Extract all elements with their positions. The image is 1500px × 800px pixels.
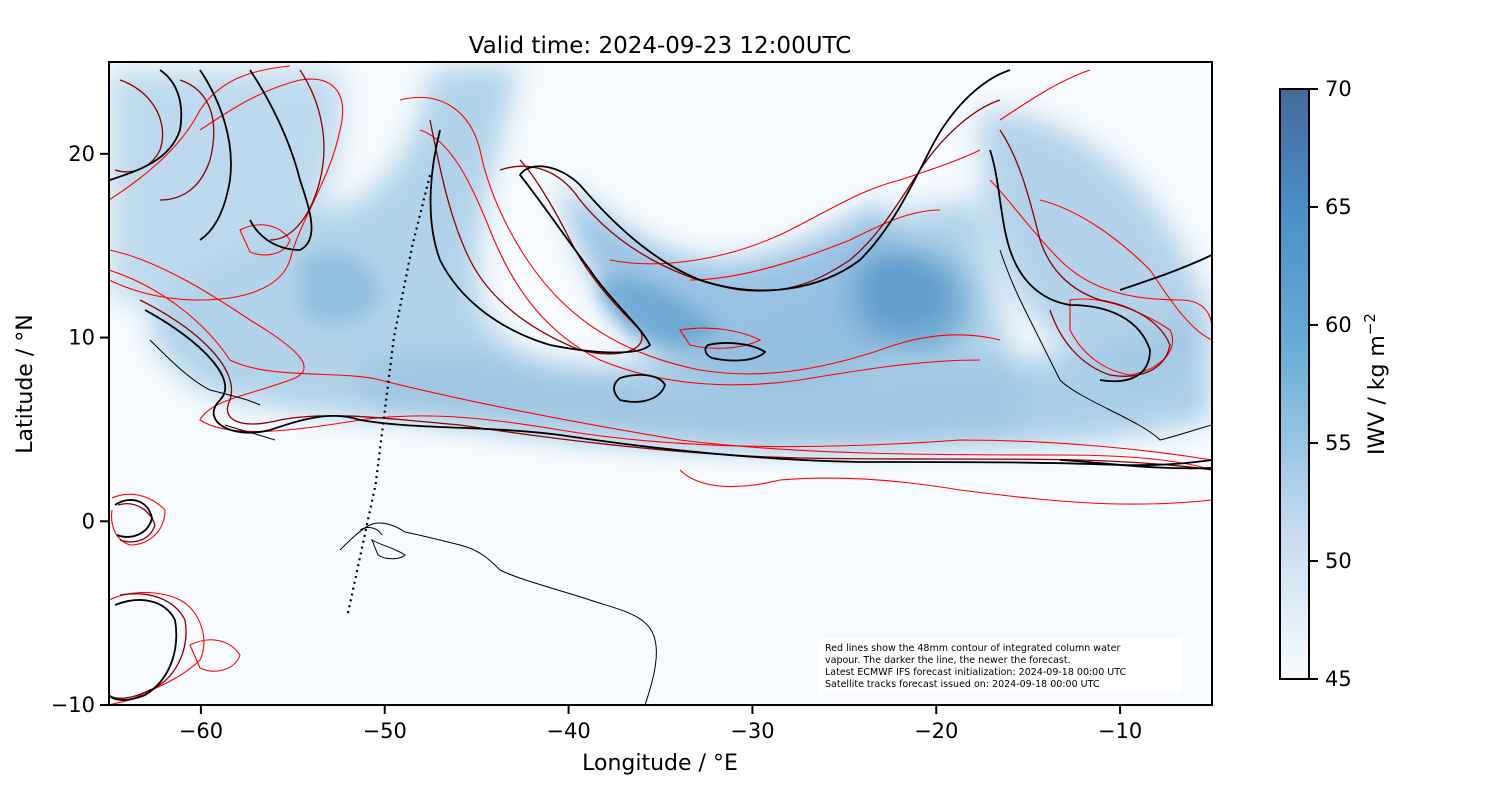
y-tick-label: 20 — [68, 142, 95, 166]
contour-darkred-8 — [117, 503, 156, 543]
contour-black-6 — [1119, 254, 1212, 291]
y-tick-label: 10 — [68, 326, 95, 350]
annotation-background — [819, 638, 1183, 694]
contours-mid-forecast — [109, 69, 1212, 699]
contour-red-2 — [109, 269, 1212, 471]
iwv-blob-band — [360, 300, 1210, 455]
x-tick-label: −50 — [363, 719, 407, 743]
contour-black-8 — [704, 342, 767, 362]
annotation-line-3: Latest ECMWF IFS forecast initialization… — [825, 667, 1126, 678]
contour-black-4 — [249, 69, 313, 251]
colorbar: 45 50 55 60 65 70 IWV / kg m−2 — [1279, 77, 1390, 691]
contour-darkred-4 — [114, 79, 215, 201]
contour-red-13 — [189, 639, 241, 672]
contour-red-11 — [1039, 199, 1212, 341]
colorbar-tick-label: 60 — [1325, 313, 1352, 337]
contour-red-6 — [609, 149, 981, 265]
colorbar-tick-label: 55 — [1325, 431, 1352, 455]
x-axis-label: Longitude / °E — [582, 751, 738, 776]
map-title: Valid time: 2024-09-23 12:00UTC — [469, 33, 852, 59]
y-axis-ticks: −10 0 10 20 — [51, 142, 109, 717]
contour-darkred-2 — [429, 119, 643, 355]
contour-black-9 — [109, 599, 178, 701]
colorbar-scale — [1279, 88, 1310, 680]
annotation-line-2: vapour. The darker the line, the newer t… — [825, 655, 1071, 666]
contour-red-9 — [679, 327, 762, 349]
contour-darkred-6 — [999, 129, 1171, 377]
contour-darkred-5 — [269, 69, 325, 241]
colorbar-label: IWV / kg m−2 — [1361, 313, 1390, 455]
colorbar-tick-label: 50 — [1325, 549, 1352, 573]
contour-red-14 — [111, 493, 166, 546]
contour-red-3 — [109, 65, 344, 301]
contour-black-11 — [1059, 459, 1212, 470]
map-plot-area: Red lines show the 48mm contour of integ… — [109, 62, 1212, 705]
contour-black-5 — [989, 149, 1151, 383]
coastline-west-africa — [1059, 379, 1212, 441]
iwv-blob-east-coast — [980, 110, 1210, 380]
colorbar-tick-label: 70 — [1325, 77, 1352, 101]
contour-black-2 — [429, 69, 1011, 354]
coastline-west-africa-north — [999, 249, 1061, 381]
contour-red-4 — [399, 96, 1001, 375]
contour-darkred-3 — [499, 99, 1001, 292]
contour-darkred-7 — [109, 593, 187, 699]
iwv-maxima-west — [300, 252, 380, 324]
contour-red-7 — [689, 209, 941, 281]
x-tick-label: −10 — [1098, 719, 1142, 743]
contour-red-10 — [989, 69, 1212, 331]
coastline-south-america — [339, 522, 657, 705]
x-axis-ticks: −60 −50 −40 −30 −20 −10 — [179, 705, 1142, 743]
contours-older-forecast — [109, 65, 1212, 705]
colorbar-tick-label: 65 — [1325, 195, 1352, 219]
colorbar-ticks: 45 50 55 60 65 70 — [1309, 77, 1352, 691]
contour-red-12 — [109, 592, 205, 705]
contour-black-1 — [144, 309, 1212, 467]
coastlines — [149, 249, 1212, 705]
coastline-guianas-islands — [359, 527, 406, 560]
annotation-line-4: Satellite tracks forecast issued on: 202… — [825, 679, 1100, 690]
coastline-caribbean-west — [149, 339, 276, 441]
contour-red-8 — [679, 469, 1212, 505]
iwv-blob-northwest — [110, 70, 343, 300]
contour-red-5 — [419, 129, 981, 386]
x-tick-label: −30 — [730, 719, 774, 743]
map-frame — [108, 61, 1213, 706]
colorbar-label-text: IWV / kg m — [1365, 335, 1390, 455]
colorbar-tick-label: 45 — [1325, 667, 1352, 691]
iwv-maxima-east — [870, 261, 945, 324]
contours-newest-forecast — [109, 69, 1212, 701]
contour-black-10 — [114, 499, 153, 538]
y-tick-label: −10 — [51, 693, 95, 717]
contour-red-15 — [239, 224, 291, 256]
annotation-box: Red lines show the 48mm contour of integ… — [819, 638, 1183, 694]
y-tick-label: 0 — [82, 509, 95, 533]
annotation-line-1: Red lines show the 48mm contour of integ… — [825, 643, 1120, 654]
y-axis-label: Latitude / °N — [13, 314, 38, 453]
x-tick-label: −20 — [914, 719, 958, 743]
contour-black-7 — [613, 374, 666, 403]
contour-black-3 — [109, 69, 232, 241]
x-tick-label: −40 — [546, 719, 590, 743]
colorbar-label-exponent: −2 — [1361, 313, 1379, 335]
x-tick-label: −60 — [179, 719, 223, 743]
